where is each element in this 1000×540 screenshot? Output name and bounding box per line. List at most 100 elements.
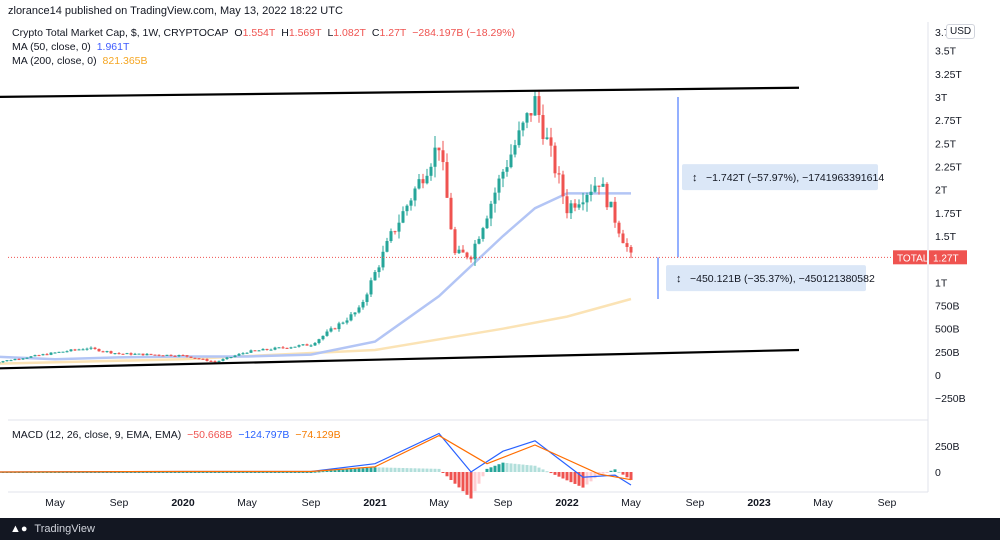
measure-icon: ↕	[676, 273, 682, 285]
chart-canvas[interactable]: ↕ −1.742T (−57.97%), −1741963391614 ↕ −450.…	[0, 0, 1000, 518]
macd-histogram-bar	[581, 472, 585, 488]
candle-body	[445, 162, 449, 198]
candle-body	[377, 267, 381, 273]
y-tick-label: 3T	[935, 92, 948, 104]
macd-histogram-bar	[225, 472, 229, 473]
macd-histogram-bar	[517, 464, 521, 472]
macd-histogram-bar	[529, 465, 533, 472]
candle-body	[85, 348, 89, 350]
candle-body	[97, 348, 101, 352]
macd-histogram-bar	[553, 472, 557, 475]
candle-body	[373, 272, 377, 281]
macd-histogram-bar	[93, 472, 97, 473]
y-tick-label: 2T	[935, 185, 948, 197]
candle-body	[145, 353, 149, 356]
candle-body	[61, 351, 65, 353]
macd-histogram-bar	[365, 467, 369, 472]
ma50-legend[interactable]: MA (50, close, 0) 1.961T	[12, 40, 132, 54]
candle-body	[57, 351, 61, 353]
macd-histogram-bar	[277, 472, 281, 473]
candle-body	[541, 115, 545, 140]
macd-histogram-bar	[97, 472, 101, 473]
macd-histogram-bar	[37, 472, 41, 473]
candle-body	[561, 174, 565, 197]
candle-body	[297, 345, 301, 347]
candle-body	[585, 195, 589, 203]
macd-histogram-bar	[349, 469, 353, 472]
candle-body	[601, 183, 605, 187]
candle-body	[125, 353, 129, 355]
candle-body	[141, 353, 145, 356]
macd-histogram-bar	[29, 472, 33, 473]
candle-body	[161, 355, 165, 357]
candle-body	[565, 196, 569, 214]
macd-histogram-bar	[101, 472, 105, 473]
candle-body	[1, 361, 5, 363]
macd-histogram-bar	[297, 472, 301, 473]
macd-histogram-bar	[113, 472, 117, 473]
candle-body	[465, 252, 469, 258]
macd-histogram-bar	[441, 472, 445, 473]
candle-body	[437, 147, 441, 151]
macd-histogram-bar	[233, 472, 237, 473]
y-tick-label: 1.75T	[935, 208, 962, 220]
macd-histogram-bar	[241, 472, 245, 473]
macd-histogram-bar	[625, 472, 629, 478]
candle-body	[261, 348, 265, 351]
candle-body	[493, 192, 497, 204]
macd-histogram-bar	[157, 472, 161, 473]
low-value: 1.082T	[333, 27, 366, 39]
macd-histogram-bar	[133, 472, 137, 473]
macd-histogram-bar	[453, 472, 457, 484]
close-value: 1.27T	[379, 27, 407, 39]
candle-body	[537, 96, 541, 116]
macd-legend[interactable]: MACD (12, 26, close, 9, EMA, EMA) −50.66…	[12, 428, 344, 442]
candle-body	[533, 96, 537, 116]
y-tick-label: 2.75T	[935, 115, 962, 127]
macd-histogram-bar	[449, 472, 453, 480]
candle-body	[433, 147, 437, 167]
tradingview-logo-icon[interactable]: ▲●	[10, 523, 28, 535]
currency-badge[interactable]: USD	[946, 24, 976, 39]
candle-body	[41, 354, 45, 356]
candle-body	[489, 203, 493, 219]
macd-histogram-bar	[397, 467, 401, 472]
ma200-legend[interactable]: MA (200, close, 0) 821.365B	[12, 54, 151, 68]
macd-histogram-bar	[321, 471, 325, 473]
y-tick-label: 750B	[935, 301, 960, 313]
macd-histogram-bar	[257, 472, 261, 473]
candle-body	[501, 171, 505, 179]
candle-body	[505, 167, 509, 172]
macd-histogram-bar	[457, 472, 461, 488]
x-tick-label: Sep	[110, 497, 129, 509]
macd-histogram-bar	[601, 472, 605, 474]
macd-histogram-bar	[345, 469, 349, 472]
macd-histogram-bar	[393, 467, 397, 472]
macd-label: MACD (12, 26, close, 9, EMA, EMA)	[12, 429, 182, 441]
candle-body	[353, 312, 357, 315]
macd-histogram-bar	[145, 472, 149, 473]
ma50-label: MA (50, close, 0)	[12, 41, 91, 53]
macd-histogram-bar	[49, 472, 53, 473]
macd-histogram-bar	[373, 467, 377, 472]
macd-histogram-bar	[165, 472, 169, 473]
x-tick-label: 2023	[747, 497, 771, 509]
candle-body	[149, 353, 153, 355]
macd-histogram-bar	[69, 472, 73, 473]
macd-histogram-bar	[369, 467, 373, 472]
candle-body	[309, 345, 313, 347]
macd-histogram-bar	[489, 467, 493, 472]
measure-box	[682, 164, 878, 191]
macd-histogram-bar	[85, 472, 89, 473]
macd-histogram-bar	[177, 472, 181, 473]
brand-label[interactable]: TradingView	[34, 523, 95, 535]
macd-histogram-bar	[541, 469, 545, 472]
price-legend: Crypto Total Market Cap, $, 1W, CRYPTOCA…	[12, 26, 518, 40]
current-price-tag	[929, 250, 967, 265]
candle-body	[509, 154, 513, 168]
macd-histogram-bar	[33, 472, 37, 473]
candle-body	[333, 328, 337, 330]
candle-body	[617, 222, 621, 234]
upper-trendline	[0, 86, 800, 98]
macd-histogram-bar	[129, 472, 133, 473]
